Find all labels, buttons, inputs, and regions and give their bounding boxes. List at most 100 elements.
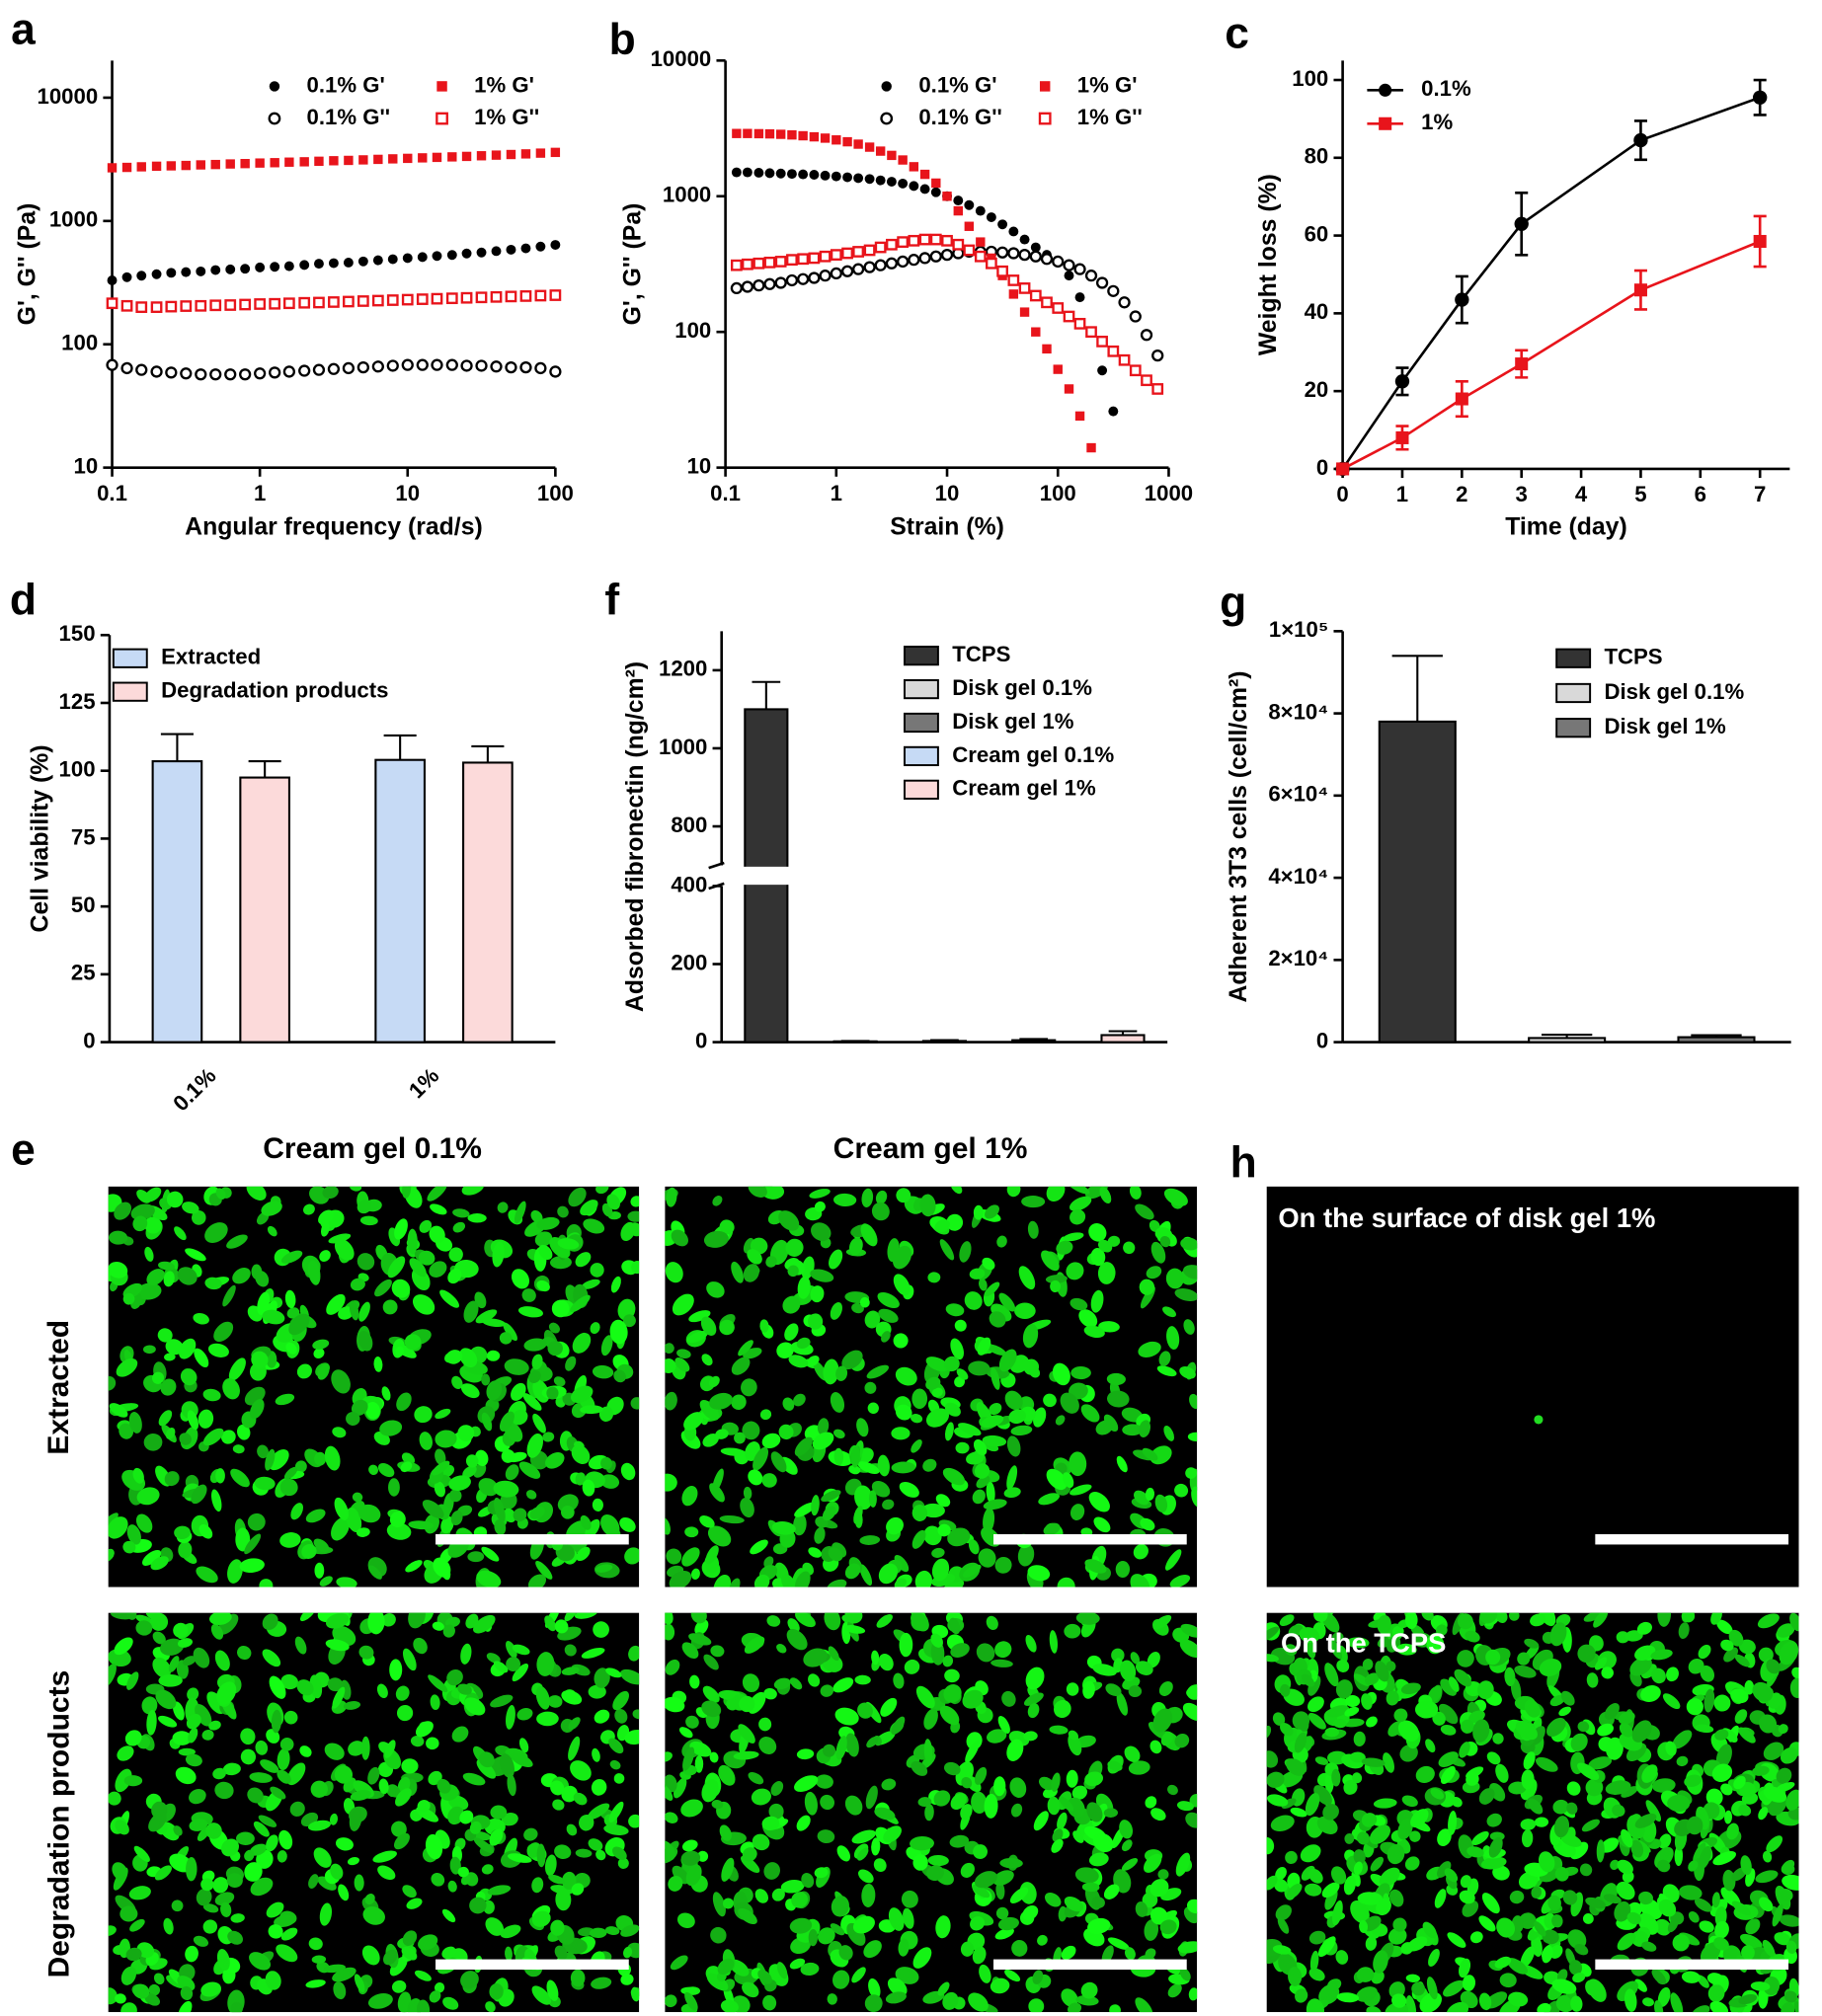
marker [239, 298, 252, 311]
cell [523, 1338, 547, 1352]
cell [120, 2002, 137, 2013]
cell [690, 1568, 700, 1580]
marker [875, 175, 886, 186]
cell [1549, 1694, 1565, 1707]
cell [912, 1947, 932, 1969]
cell [1549, 1945, 1563, 1959]
cell [381, 1386, 391, 1401]
cell [1186, 1686, 1198, 1698]
cell [1169, 1575, 1191, 1588]
marker [774, 276, 787, 289]
error-bar [471, 744, 505, 763]
cell [838, 1945, 853, 1961]
cell [1443, 1979, 1465, 1997]
cell [1064, 1623, 1081, 1639]
cell [1703, 1688, 1715, 1713]
cell [417, 1999, 431, 2013]
cell [817, 1418, 830, 1435]
cell [265, 1971, 281, 1990]
cell [820, 1794, 834, 1811]
bar [239, 776, 290, 1044]
cell [1361, 1693, 1373, 1710]
cell [702, 1434, 719, 1447]
x-tick-label: 1 [1396, 482, 1408, 506]
cell [1720, 1783, 1733, 1796]
cell [670, 1955, 688, 1971]
marker [431, 358, 443, 371]
cell [146, 1269, 165, 1286]
cell [185, 1945, 198, 1963]
cell [545, 1452, 565, 1469]
cell [1008, 1409, 1027, 1425]
cell [1133, 1543, 1149, 1560]
marker [283, 261, 294, 271]
marker [416, 293, 429, 305]
cell [1107, 1760, 1123, 1771]
cell [1025, 1667, 1045, 1690]
cell [681, 1485, 698, 1507]
marker [1753, 234, 1767, 249]
cell [332, 1427, 347, 1438]
cell [1624, 1988, 1637, 2012]
cell [536, 1216, 560, 1230]
marker [373, 154, 383, 165]
cell [891, 1427, 911, 1440]
legend-label: 0.1% G'' [918, 105, 1002, 129]
cell [198, 1524, 213, 1539]
cell [230, 1468, 250, 1488]
cell [1391, 1993, 1407, 2008]
marker [357, 256, 368, 267]
cell [896, 1188, 911, 1203]
cell [812, 1432, 834, 1450]
cell [994, 1927, 1014, 1940]
legend-marker [881, 81, 892, 92]
cell [878, 1308, 899, 1323]
cell [575, 1472, 587, 1486]
cell [1266, 1626, 1280, 1643]
cell [551, 1299, 570, 1318]
cell [182, 1656, 197, 1667]
cell [1714, 1920, 1729, 1939]
cell [432, 1621, 444, 1631]
cell [1139, 1279, 1155, 1295]
cell [1432, 1711, 1446, 1726]
y-tick-label: 8×10⁴ [1268, 699, 1328, 724]
cell [811, 1495, 820, 1516]
cell [1555, 1994, 1575, 2013]
cell [892, 1245, 912, 1270]
cell [368, 1565, 382, 1580]
cell [743, 1264, 759, 1282]
cell [152, 1657, 172, 1678]
marker [461, 248, 472, 259]
cell [1397, 1819, 1413, 1840]
marker [1514, 216, 1529, 231]
cell [129, 1918, 145, 1932]
cell [204, 1222, 228, 1243]
cell [1075, 1612, 1100, 1625]
cell [215, 1188, 226, 1200]
cell [984, 1281, 1000, 1297]
legend-label: Degradation products [161, 678, 388, 703]
y-tick-label: 200 [671, 950, 707, 974]
cell [277, 1748, 290, 1771]
cell [800, 1962, 820, 1977]
cell [927, 1854, 949, 1866]
cell [685, 1864, 702, 1887]
cell [144, 1993, 160, 2006]
marker [151, 161, 162, 172]
cell [1726, 1822, 1739, 1840]
cell [1617, 1859, 1633, 1875]
marker [774, 256, 787, 268]
cell [1539, 1659, 1562, 1677]
cell [1318, 1983, 1340, 2005]
cell [119, 1423, 134, 1439]
cell [1640, 1685, 1661, 1703]
cell [427, 1186, 447, 1202]
marker [786, 169, 797, 180]
cell [822, 1506, 836, 1521]
cell [883, 1825, 902, 1843]
cell [1521, 1769, 1535, 1790]
cell [462, 1772, 486, 1786]
marker [787, 129, 797, 140]
cell [1728, 1629, 1744, 1647]
